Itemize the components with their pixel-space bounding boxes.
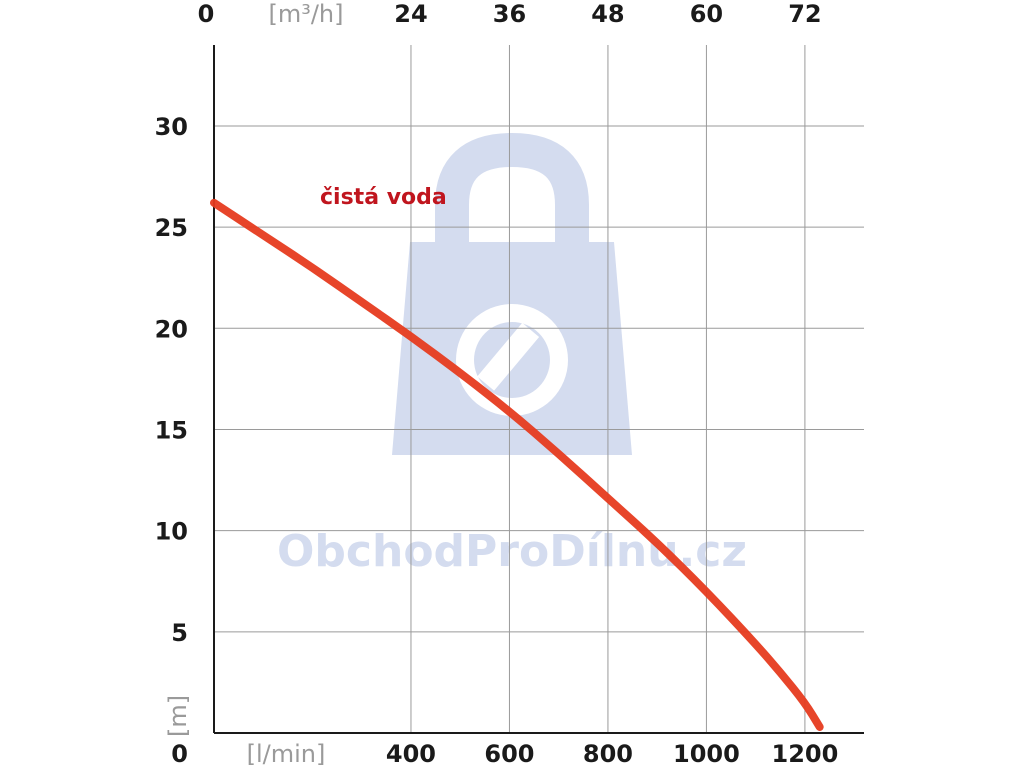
series-line — [210, 198, 824, 731]
x-bottom-unit: [l/min] — [247, 740, 326, 768]
grid — [214, 45, 864, 733]
y-tick-label: 10 — [155, 518, 188, 546]
y-tick-label: 25 — [155, 214, 188, 242]
series — [210, 198, 824, 731]
y-tick-label: 30 — [155, 113, 188, 141]
x-top-tick-label: 72 — [788, 0, 821, 28]
watermark-text: ObchodProDílnu.cz — [277, 526, 747, 577]
shopping-bag-wrench-icon — [392, 132, 632, 455]
x-top-tick-label: 36 — [493, 0, 526, 28]
x-bottom-tick-label: 1000 — [673, 740, 740, 768]
x-top-unit: [m³/h] — [268, 0, 343, 28]
y-axis-unit: [m] — [164, 695, 192, 737]
x-top-tick-label: 24 — [394, 0, 427, 28]
y-tick-label: 15 — [155, 416, 188, 444]
x-bottom-tick-label: 1200 — [772, 740, 839, 768]
y-tick-label: 5 — [171, 619, 188, 647]
x-bottom-tick-label: 800 — [583, 740, 633, 768]
watermark: ObchodProDílnu.cz — [277, 132, 747, 577]
axes — [213, 45, 864, 734]
series-label: čistá voda — [320, 185, 447, 210]
x-top-tick-label: 48 — [591, 0, 624, 28]
x-bottom-tick-label: 400 — [386, 740, 436, 768]
x-top-tick-label: 0 — [198, 0, 215, 28]
x-top-tick-label: 60 — [690, 0, 723, 28]
x-bottom-tick-label: 600 — [484, 740, 534, 768]
y-tick-label: 0 — [171, 740, 188, 768]
labels: 0 5 10 15 20 25 30 [m] 400 600 800 1000 1200 [l/min] 0… — [155, 0, 839, 768]
y-tick-label: 20 — [155, 315, 188, 343]
